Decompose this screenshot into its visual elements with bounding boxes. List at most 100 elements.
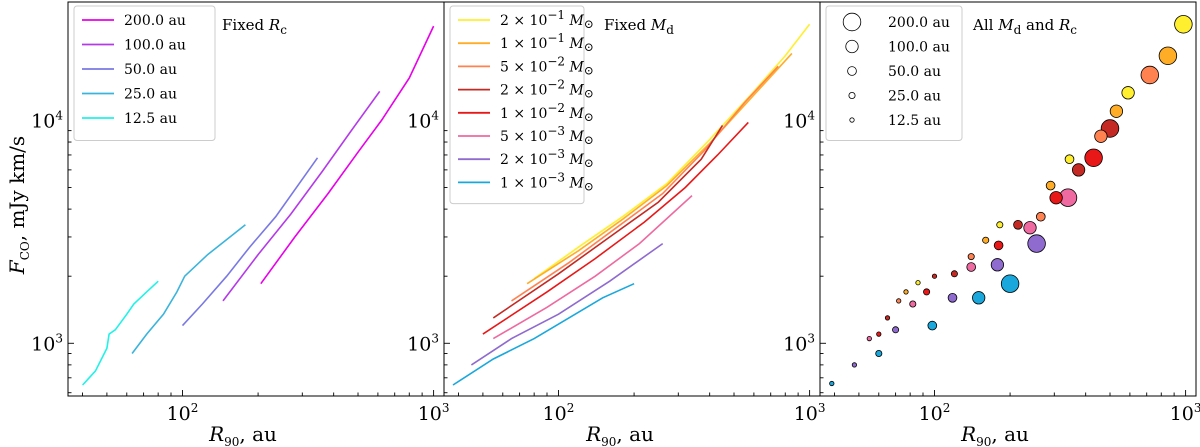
series-line-1 bbox=[222, 90, 381, 302]
scatter-point bbox=[967, 253, 975, 261]
scatter-point bbox=[931, 273, 938, 279]
y-tick-label: 104 bbox=[783, 108, 815, 132]
scatter-point bbox=[1064, 154, 1075, 165]
series-line-3 bbox=[131, 224, 246, 354]
panel-all-plot bbox=[829, 15, 1193, 387]
panel-fixed-md-title: Fixed Md bbox=[604, 16, 674, 37]
series-line-4 bbox=[482, 121, 749, 335]
y-tick-label: 103 bbox=[31, 331, 63, 355]
scatter-point bbox=[1084, 148, 1103, 168]
scatter-point bbox=[903, 289, 909, 295]
legend-label: 5 × 10−2 M⊙ bbox=[500, 54, 594, 77]
scatter-point bbox=[896, 298, 902, 304]
legend-label: 2 × 10−1 M⊙ bbox=[500, 8, 594, 31]
scatter-point bbox=[866, 335, 872, 342]
panel-fixed-rc-legend: 200.0 au 100.0 au 50.0 au 25.0 au 12.5 au bbox=[73, 5, 216, 141]
scatter-point bbox=[1174, 15, 1193, 34]
scatter-point bbox=[923, 288, 931, 296]
legend-label: 50.0 au bbox=[888, 64, 941, 80]
series-line-3 bbox=[492, 124, 724, 319]
y-tick-label: 104 bbox=[407, 108, 439, 132]
scatter-point bbox=[851, 362, 858, 368]
series-line-7 bbox=[452, 282, 635, 386]
scatter-point bbox=[884, 315, 891, 321]
x-tick-label: 102 bbox=[919, 401, 951, 425]
panel-fixed-md-x-label: R90, au bbox=[585, 422, 654, 447]
scatter-point bbox=[950, 270, 958, 278]
legend-label: 200.0 au bbox=[124, 13, 186, 29]
panel-all: 102 103 103 104 200.0 au 100.0 au 50.0 au 25.… bbox=[783, 1, 1200, 447]
y-axis-label: FCO, mJy km/s bbox=[5, 136, 32, 275]
series-line-4 bbox=[82, 280, 159, 386]
panel-fixed-rc-y-ticks: 103 104 bbox=[31, 108, 74, 394]
series-line-1 bbox=[526, 52, 793, 285]
scatter-point bbox=[1121, 86, 1135, 100]
scatter-point bbox=[972, 291, 986, 305]
panel-fixed-rc-x-ticks: 102 103 bbox=[82, 390, 450, 425]
scatter-point bbox=[915, 280, 921, 286]
panel-fixed-md-y-ticks: 103 104 bbox=[407, 108, 450, 394]
legend-label: 5 × 10−3 M⊙ bbox=[500, 124, 594, 147]
legend-label: 100.0 au bbox=[124, 38, 186, 54]
scatter-point bbox=[947, 292, 958, 303]
scatter-point bbox=[1140, 65, 1160, 85]
legend-box bbox=[449, 5, 585, 205]
scatter-point bbox=[1013, 220, 1023, 230]
scatter-point bbox=[1109, 104, 1124, 118]
scatter-point bbox=[1094, 129, 1108, 143]
panel-all-x-ticks: 102 103 bbox=[834, 390, 1200, 425]
scatter-point bbox=[1023, 221, 1037, 235]
panel-all-title: All Md and Rc bbox=[972, 16, 1077, 37]
scatter-point bbox=[1158, 46, 1178, 66]
scatter-point bbox=[1049, 191, 1063, 205]
series-line-0 bbox=[533, 23, 811, 280]
legend-size-marker bbox=[845, 39, 859, 54]
scatter-point bbox=[993, 240, 1004, 251]
scatter-point bbox=[892, 326, 900, 334]
series-line-0 bbox=[260, 25, 435, 285]
x-tick-label: 103 bbox=[794, 401, 826, 425]
legend-label: 12.5 au bbox=[888, 113, 941, 129]
legend-label: 100.0 au bbox=[888, 40, 950, 56]
scatter-point bbox=[996, 221, 1004, 229]
scatter-point bbox=[966, 262, 976, 272]
x-tick-label: 102 bbox=[543, 401, 575, 425]
y-tick-label: 104 bbox=[31, 108, 63, 132]
legend-label: 12.5 au bbox=[124, 111, 177, 127]
legend-label: 2 × 10−3 M⊙ bbox=[500, 147, 594, 170]
legend-label: 1 × 10−2 M⊙ bbox=[500, 101, 594, 124]
scatter-point bbox=[927, 320, 938, 331]
legend-size-marker bbox=[848, 91, 856, 100]
legend-size-marker bbox=[849, 117, 855, 123]
scatter-point bbox=[1027, 234, 1046, 253]
series-line-2 bbox=[511, 65, 779, 302]
scatter-point bbox=[1000, 274, 1020, 293]
y-tick-label: 103 bbox=[783, 331, 815, 355]
legend-box bbox=[825, 5, 963, 141]
legend-label: 50.0 au bbox=[124, 62, 177, 78]
scatter-point bbox=[1071, 163, 1086, 177]
scatter-point bbox=[990, 258, 1005, 272]
scatter-point bbox=[875, 349, 883, 358]
scatter-point bbox=[982, 236, 990, 244]
panel-fixed-rc-x-label: R90, au bbox=[208, 422, 277, 447]
legend-size-marker bbox=[842, 12, 862, 32]
x-tick-label: 103 bbox=[418, 401, 450, 425]
legend-label: 200.0 au bbox=[888, 15, 950, 31]
legend-label: 1 × 10−3 M⊙ bbox=[500, 170, 594, 193]
x-tick-label: 102 bbox=[167, 401, 199, 425]
scatter-point bbox=[1036, 211, 1046, 222]
panel-fixed-rc-plot bbox=[82, 25, 435, 386]
series-line-6 bbox=[470, 242, 664, 366]
legend-label: 25.0 au bbox=[888, 89, 941, 105]
x-tick-label: 103 bbox=[1170, 401, 1200, 425]
panel-fixed-md-x-ticks: 102 103 bbox=[458, 390, 826, 425]
panel-all-y-ticks: 103 104 bbox=[783, 108, 826, 394]
panel-fixed-md-plot bbox=[452, 23, 811, 386]
scatter-point bbox=[876, 331, 882, 337]
legend-label: 1 × 10−1 M⊙ bbox=[500, 31, 594, 54]
panel-all-x-label: R90, au bbox=[960, 422, 1029, 447]
series-line-2 bbox=[181, 157, 319, 327]
scatter-point bbox=[829, 380, 835, 387]
